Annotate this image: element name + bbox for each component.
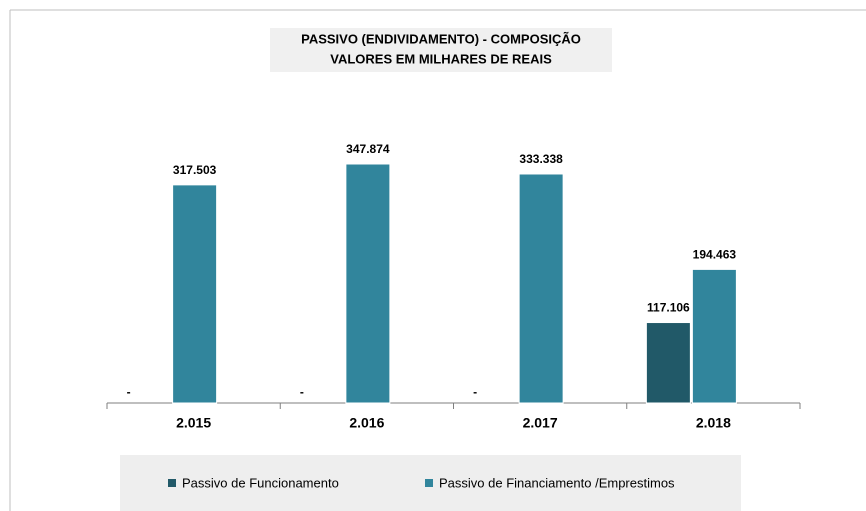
value-label: 194.463 <box>693 248 737 262</box>
bar <box>345 163 391 404</box>
value-label: - <box>300 385 304 399</box>
chart-subtitle: VALORES EM MILHARES DE REAIS <box>330 51 552 66</box>
x-tick-label: 2.015 <box>176 415 211 431</box>
bar <box>518 173 564 404</box>
x-tick-label: 2.017 <box>523 415 558 431</box>
value-label: 347.874 <box>346 142 390 156</box>
value-label: 333.338 <box>519 152 563 166</box>
legend-label: Passivo de Funcionamento <box>182 475 339 490</box>
bar <box>691 268 737 404</box>
value-label: 117.106 <box>647 301 690 315</box>
value-label: 317.503 <box>173 163 217 177</box>
legend-swatch <box>168 479 176 487</box>
x-tick-label: 2.016 <box>349 415 384 431</box>
legend-label: Passivo de Financiamento /Emprestimos <box>439 475 675 490</box>
x-tick-label: 2.018 <box>696 415 731 431</box>
title-box <box>270 28 612 72</box>
value-label: - <box>127 385 131 399</box>
bar <box>172 184 218 404</box>
value-label: - <box>473 385 477 399</box>
chart-title: PASSIVO (ENDIVIDAMENTO) - COMPOSIÇÃO <box>301 31 581 46</box>
bar <box>645 322 691 404</box>
legend-swatch <box>425 479 433 487</box>
